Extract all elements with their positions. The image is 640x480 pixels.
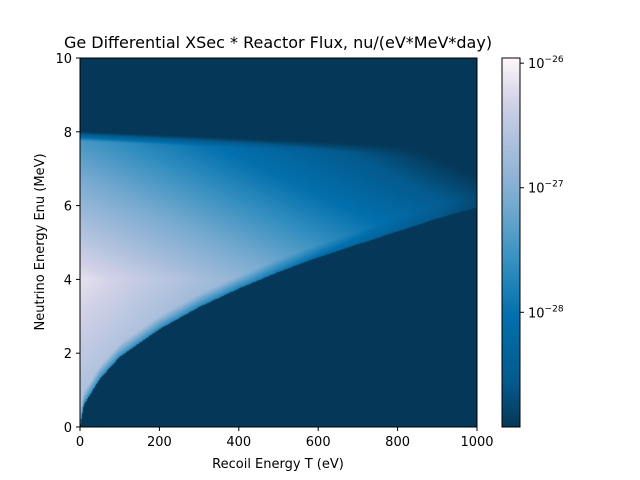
x-axis-label: Recoil Energy T (eV) <box>212 457 344 472</box>
y-tick-label: 2 <box>64 347 72 362</box>
chart-title: Ge Differential XSec * Reactor Flux, nu/… <box>64 33 492 52</box>
y-axis-label: Neutrino Energy Enu (MeV) <box>33 153 48 330</box>
colorbar-tick-label: 10−27 <box>528 180 564 197</box>
x-tick-label: 400 <box>226 435 251 450</box>
y-tick-label: 6 <box>64 200 72 215</box>
colorbar-tick-label: 10−28 <box>528 304 564 321</box>
x-tick-label: 800 <box>385 435 410 450</box>
x-tick-label: 0 <box>76 435 84 450</box>
y-tick-label: 0 <box>64 421 72 436</box>
x-axis: 0 200 400 600 800 1000 <box>76 427 494 450</box>
x-tick-label: 1000 <box>460 435 493 450</box>
plot-frame <box>79 57 478 428</box>
colorbar-frame <box>501 57 521 428</box>
y-tick-label: 10 <box>55 52 72 67</box>
y-tick-label: 8 <box>64 126 72 141</box>
colorbar-gradient <box>502 58 520 427</box>
y-axis: 0 2 4 6 8 10 <box>55 52 80 436</box>
y-tick-label: 4 <box>64 273 72 288</box>
x-tick-label: 200 <box>147 435 172 450</box>
colorbar-tick-label: 10−26 <box>528 55 564 72</box>
x-tick-label: 600 <box>306 435 331 450</box>
heatmap-image <box>80 58 477 427</box>
colorbar: 10−26 10−27 10−28 <box>501 55 564 428</box>
plot-area <box>79 57 478 428</box>
